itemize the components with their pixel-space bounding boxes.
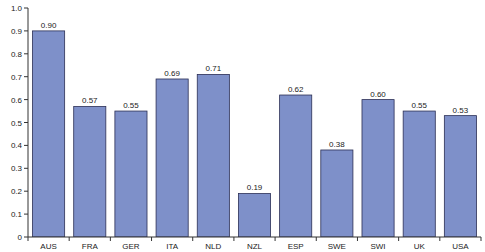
x-tick [439,237,440,241]
data-label: 0.60 [370,90,386,99]
y-tick-label: 0.5 [11,119,23,128]
y-tick [24,99,28,100]
data-label: 0.57 [82,96,98,105]
y-tick [24,76,28,77]
bar [74,106,106,237]
data-label: 0.62 [288,85,304,94]
bar [115,111,147,237]
y-tick [24,191,28,192]
data-label: 0.55 [123,101,139,110]
data-label: 0.55 [411,101,427,110]
data-label: 0.90 [41,21,57,30]
bar [280,95,312,237]
data-label: 0.71 [206,64,222,73]
x-tick [28,237,29,241]
x-tick [69,237,70,241]
y-tick [24,237,28,238]
y-tick [24,122,28,123]
bar [197,74,229,237]
bar [33,31,65,237]
chart-container: 0.900.570.550.690.710.190.620.380.600.55… [0,0,485,252]
x-tick [357,237,358,241]
data-label: 0.69 [164,69,180,78]
x-tick-label: USA [452,242,469,251]
y-tick-label: 0.2 [11,187,23,196]
y-tick [24,53,28,54]
x-tick-label: NZL [247,242,263,251]
x-tick [398,237,399,241]
y-tick [24,168,28,169]
data-label: 0.38 [329,140,345,149]
bar [362,100,394,237]
bar [403,111,435,237]
y-tick-label: 0.9 [11,27,23,36]
y-tick-label: 0.3 [11,164,23,173]
x-tick [192,237,193,241]
x-tick-label: UK [414,242,426,251]
y-tick-label: 0.8 [11,50,23,59]
x-tick [316,237,317,241]
bar [156,79,188,237]
x-tick-label: GER [122,242,140,251]
data-label: 0.19 [247,183,263,192]
data-label: 0.53 [453,106,469,115]
x-tick-label: ITA [166,242,179,251]
x-tick-label: ESP [288,242,304,251]
x-tick-label: FRA [82,242,99,251]
x-tick [275,237,276,241]
bars [33,31,477,237]
x-tick-label: NLD [205,242,221,251]
y-tick-label: 0.4 [11,141,23,150]
bar [321,150,353,237]
y-tick [24,145,28,146]
x-tick [110,237,111,241]
chart: 0.900.570.550.690.710.190.620.380.600.55… [0,0,485,252]
y-tick [24,8,28,9]
y-tick-label: 0.7 [11,73,23,82]
x-tick-label: SWI [370,242,385,251]
x-axis [28,237,481,238]
bar [238,193,270,237]
x-tick [151,237,152,241]
x-tick-label: AUS [40,242,56,251]
y-tick [24,30,28,31]
y-tick-label: 0.1 [11,210,23,219]
y-tick-label: 0 [18,233,23,242]
y-tick [24,214,28,215]
bar [444,116,476,237]
x-tick [233,237,234,241]
x-tick-label: SWE [328,242,346,251]
y-tick-label: 0.6 [11,96,23,105]
x-tick [481,237,482,241]
y-tick-label: 1.0 [11,4,23,13]
